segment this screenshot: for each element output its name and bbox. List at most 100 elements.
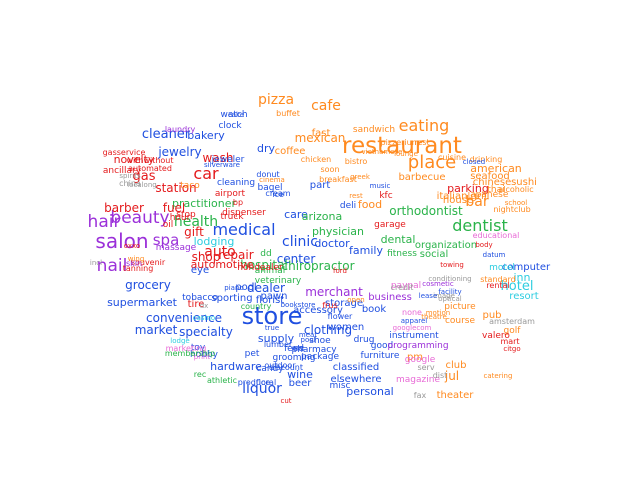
cloud-word: citgo (503, 346, 520, 353)
cloud-word: arizona (302, 211, 343, 222)
cloud-word: facility (438, 289, 461, 296)
cloud-word: book (362, 305, 386, 315)
cloud-word: instrument (389, 332, 438, 341)
cloud-word: cleaning (217, 179, 255, 188)
cloud-word: barber (104, 202, 144, 214)
cloud-word: orthodontist (389, 205, 463, 217)
cloud-word: furniture (361, 352, 400, 361)
cloud-word: lounge (394, 151, 418, 158)
cloud-word: course (445, 317, 475, 326)
cloud-word: laundry (165, 126, 195, 134)
cloud-word: towing (440, 262, 464, 269)
cloud-word: oil (163, 221, 174, 230)
cloud-word: market (135, 324, 178, 336)
cloud-word: salon (95, 231, 148, 251)
cloud-word: organization (415, 241, 477, 251)
cloud-word: resort (509, 292, 538, 302)
cloud-word: none (402, 309, 422, 317)
cloud-word: pizza (258, 93, 294, 107)
cloud-word: physician (312, 226, 364, 237)
cloud-word: oxxo (124, 243, 140, 250)
cloud-word: misc (330, 382, 351, 391)
cloud-word: fax (414, 392, 426, 400)
cloud-word: rec (194, 371, 206, 379)
cloud-word: social (420, 250, 449, 260)
cloud-word: silverware (204, 162, 240, 169)
cloud-word: incl (90, 260, 102, 267)
cloud-word: pet (245, 350, 260, 359)
cloud-word: cosmetic (422, 281, 453, 288)
cloud-word: beer (289, 379, 312, 389)
cloud-word: spirits (119, 173, 140, 180)
cloud-word: floral (256, 379, 276, 387)
cloud-word: catering (484, 373, 513, 380)
cloud-word: theater (437, 391, 474, 401)
cloud-word: datum (483, 252, 506, 259)
cloud-word: outdoor (264, 362, 295, 370)
cloud-word: music (370, 183, 391, 190)
cloud-word: school (505, 200, 527, 207)
cloud-word: family (349, 245, 383, 256)
cloud-word: cinema (259, 177, 285, 184)
cloud-word: ice (272, 191, 284, 199)
cloud-word: dd (260, 250, 271, 259)
cloud-word: chicken (301, 156, 331, 164)
cloud-word: bookstore (281, 302, 316, 309)
cloud-word: italian (437, 192, 468, 202)
cloud-word: bp (233, 199, 243, 207)
cloud-word: cake (228, 112, 244, 119)
cloud-word: lodging (194, 236, 235, 247)
cloud-word: programming (387, 342, 448, 351)
cloud-word: cafe (311, 99, 341, 113)
cloud-word: pool (301, 337, 316, 344)
cloud-word: deli (340, 202, 356, 211)
cloud-word: membership (165, 350, 215, 358)
cloud-word: lease (419, 293, 438, 300)
cloud-word: business (368, 293, 412, 303)
cloud-word: bistro (345, 158, 368, 166)
cloud-word: motel (489, 264, 515, 273)
cloud-word: body (475, 242, 492, 249)
cloud-word: cut (280, 398, 291, 405)
cloud-word: inn (514, 272, 531, 283)
cloud-word: eating (399, 118, 450, 134)
cloud-word: garage (374, 221, 406, 230)
cloud-word: supermarket (107, 297, 177, 308)
cloud-word: alcoholic (498, 186, 533, 194)
cloud-word: classified (333, 363, 379, 373)
cloud-word: massage (156, 244, 196, 253)
cloud-word: dist (433, 372, 448, 380)
cloud-word: doctor (314, 238, 349, 249)
cloud-word: hardware (210, 361, 262, 372)
cloud-word: pizzerium (381, 139, 420, 147)
cloud-word: dx (200, 303, 209, 310)
cloud-word: women (328, 323, 365, 333)
cloud-word: barbecue (398, 173, 445, 183)
cloud-word: dry (257, 143, 275, 154)
cloud-word: flower (328, 313, 353, 321)
cloud-word: ford (333, 268, 347, 275)
cloud-word: stop (176, 211, 195, 220)
cloud-word: sandwich (353, 126, 395, 135)
cloud-word: credit (391, 284, 414, 292)
cloud-word: country (241, 303, 272, 311)
cloud-word: nightclub (493, 206, 530, 214)
cloud-word: eye (191, 266, 209, 276)
cloud-word: personal (346, 386, 394, 397)
cloud-word: soon (320, 166, 339, 174)
cloud-word: greek (350, 174, 370, 181)
cloud-word: grocery (125, 279, 171, 291)
cloud-word: dispenser (222, 209, 266, 218)
cloud-word: amsterdam (489, 318, 535, 326)
cloud-word: kfc (379, 192, 392, 201)
cloud-word: dental (381, 234, 416, 245)
cloud-word: fast (312, 129, 331, 139)
cloud-word: casino (193, 315, 215, 322)
cloud-word: lodge (170, 338, 189, 345)
cloud-word: piano (224, 285, 243, 292)
cloud-word: rental (486, 282, 509, 290)
cloud-word: rest (349, 193, 362, 200)
cloud-word: clock (218, 122, 241, 131)
cloud-word: china (119, 180, 141, 188)
cloud-word: fitness (387, 250, 417, 259)
